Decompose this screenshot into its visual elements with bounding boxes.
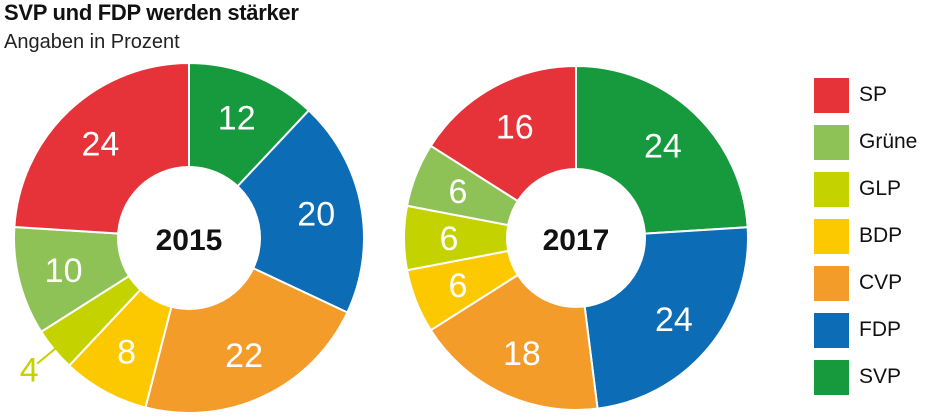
data-label-2015-svp: 12 — [218, 100, 256, 138]
legend-swatch-sp — [814, 78, 849, 113]
legend-item-gruene: Grüne — [814, 125, 939, 161]
legend-item-fdp: FDP — [814, 313, 939, 349]
data-label-2017-svp: 24 — [644, 127, 682, 165]
data-label-2015-sp: 24 — [81, 126, 119, 164]
legend-swatch-fdp — [814, 313, 849, 348]
legend-label-fdp: FDP — [859, 318, 901, 341]
data-label-2017-cvp: 18 — [503, 335, 541, 373]
data-label-2017-glp: 6 — [440, 220, 459, 258]
legend-swatch-glp — [814, 172, 849, 207]
data-label-2015-glp: 4 — [20, 352, 39, 390]
legend-label-bdp: BDP — [859, 224, 903, 247]
legend-item-cvp: CVP — [814, 266, 939, 302]
data-label-2015-gruene: 10 — [45, 252, 83, 290]
legend-label-svp: SVP — [859, 365, 902, 388]
legend-swatch-cvp — [814, 266, 849, 301]
legend-item-svp: SVP — [814, 360, 939, 396]
legend-label-sp: SP — [859, 83, 888, 106]
legend-swatch-svp — [814, 360, 849, 395]
legend-label-glp: GLP — [859, 177, 902, 200]
chart-title: SVP und FDP werden stärker — [4, 0, 299, 25]
legend-label-cvp: CVP — [859, 271, 903, 294]
legend-swatch-gruene — [814, 125, 849, 160]
legend-item-glp: GLP — [814, 172, 939, 208]
legend-item-bdp: BDP — [814, 219, 939, 255]
data-label-2015-bdp: 8 — [117, 334, 136, 372]
data-label-2015-cvp: 22 — [225, 337, 263, 375]
data-label-2017-sp: 16 — [496, 109, 534, 147]
data-label-2017-gruene: 6 — [448, 173, 467, 211]
center-label-2017: 2017 — [543, 224, 610, 257]
leader-line-2015-glp — [36, 342, 63, 365]
legend-label-gruene: Grüne — [859, 130, 918, 153]
donut-hole-2017 — [506, 168, 646, 308]
legend-swatch-bdp — [814, 219, 849, 254]
data-label-2017-bdp: 6 — [448, 267, 467, 305]
data-label-2017-fdp: 24 — [655, 301, 693, 339]
legend-item-sp: SP — [814, 78, 939, 114]
data-label-2015-fdp: 20 — [297, 196, 335, 234]
slice-2015-fdp — [187, 109, 365, 314]
chart-subtitle: Angaben in Prozent — [4, 31, 180, 53]
donut-hole-2015 — [117, 166, 261, 310]
center-label-2015: 2015 — [156, 224, 223, 257]
